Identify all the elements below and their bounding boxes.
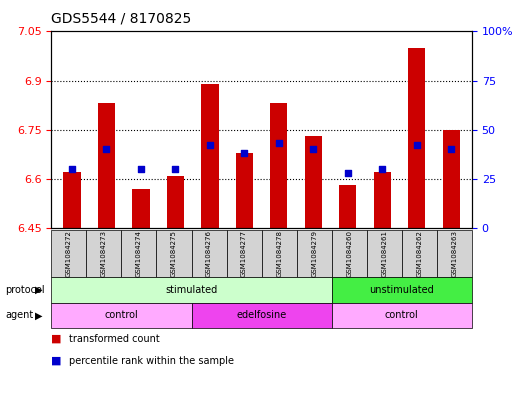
Text: GSM1084279: GSM1084279 <box>311 230 317 277</box>
Point <box>137 166 145 172</box>
Text: percentile rank within the sample: percentile rank within the sample <box>69 356 234 365</box>
Text: GSM1084273: GSM1084273 <box>101 230 107 277</box>
Bar <box>132 189 150 228</box>
Point <box>240 150 248 156</box>
Point <box>412 142 421 149</box>
Point <box>206 142 214 149</box>
Point <box>344 170 352 176</box>
Bar <box>443 130 460 228</box>
Text: GSM1084263: GSM1084263 <box>451 230 458 277</box>
Point <box>275 140 283 147</box>
Bar <box>305 136 322 228</box>
Text: GDS5544 / 8170825: GDS5544 / 8170825 <box>51 12 191 26</box>
Point <box>309 146 318 152</box>
Text: protocol: protocol <box>5 285 45 295</box>
Bar <box>201 84 219 228</box>
Text: GSM1084276: GSM1084276 <box>206 230 212 277</box>
Text: GSM1084261: GSM1084261 <box>381 230 387 277</box>
Text: edelfosine: edelfosine <box>236 310 287 320</box>
Text: transformed count: transformed count <box>69 334 160 344</box>
Point <box>103 146 111 152</box>
Text: control: control <box>105 310 139 320</box>
Point <box>447 146 456 152</box>
Point <box>68 166 76 172</box>
Bar <box>98 103 115 228</box>
Text: stimulated: stimulated <box>165 285 218 295</box>
Text: agent: agent <box>5 310 33 320</box>
Text: ▶: ▶ <box>35 285 42 295</box>
Text: GSM1084275: GSM1084275 <box>171 230 177 277</box>
Point <box>171 166 180 172</box>
Text: ▶: ▶ <box>35 310 42 320</box>
Bar <box>64 172 81 228</box>
Text: GSM1084260: GSM1084260 <box>346 230 352 277</box>
Bar <box>270 103 287 228</box>
Text: GSM1084262: GSM1084262 <box>417 230 422 277</box>
Bar <box>236 152 253 228</box>
Text: GSM1084278: GSM1084278 <box>276 230 282 277</box>
Bar <box>167 176 184 228</box>
Bar <box>373 172 391 228</box>
Text: ■: ■ <box>51 356 62 365</box>
Text: ■: ■ <box>51 334 62 344</box>
Text: GSM1084277: GSM1084277 <box>241 230 247 277</box>
Point <box>378 166 386 172</box>
Bar <box>408 48 425 228</box>
Text: GSM1084272: GSM1084272 <box>66 230 72 277</box>
Bar <box>339 185 357 228</box>
Text: GSM1084274: GSM1084274 <box>136 230 142 277</box>
Text: unstimulated: unstimulated <box>369 285 434 295</box>
Text: control: control <box>385 310 419 320</box>
